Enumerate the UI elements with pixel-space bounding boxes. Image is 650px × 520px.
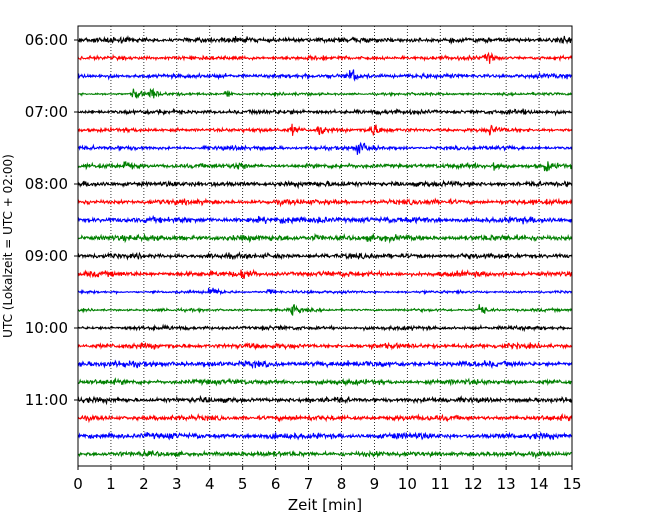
seismogram-trace [77, 268, 573, 279]
seismogram-trace [77, 179, 573, 190]
y-tick-label: 10:00 [25, 319, 68, 337]
x-tick-label: 11 [431, 475, 450, 493]
seismogram-trace [77, 359, 573, 370]
y-tick-label: 11:00 [25, 391, 68, 409]
y-tick-label: 08:00 [25, 175, 68, 193]
seismogram-trace [77, 197, 573, 208]
x-tick-label: 15 [562, 475, 581, 493]
seismogram-trace [77, 304, 573, 316]
seismogram-trace [77, 431, 573, 441]
y-axis-label: UTC (Lokalzeit = UTC + 02:00) [1, 154, 15, 338]
seismogram-trace [77, 323, 573, 333]
x-axis-label: Zeit [min] [288, 496, 362, 514]
y-axis-ticks: 06:00 07:00 08:00 09:00 10:00 11:00 [25, 31, 78, 409]
plot-frame [77, 25, 573, 467]
seismogram-trace [77, 123, 573, 137]
x-tick-label: 12 [464, 475, 483, 493]
x-tick-label: 7 [304, 475, 314, 493]
seismogram-trace [77, 69, 573, 82]
x-tick-label: 14 [530, 475, 549, 493]
x-tick-label: 9 [370, 475, 380, 493]
seismogram-trace [77, 448, 573, 460]
x-tick-label: 5 [238, 475, 248, 493]
y-tick-label: 09:00 [25, 247, 68, 265]
x-tick-label: 10 [398, 475, 417, 493]
seismogram-trace [77, 51, 573, 64]
x-axis-ticks: 0 1 2 3 4 5 6 7 8 9 10 11 12 13 14 15 [73, 466, 582, 493]
x-tick-label: 0 [73, 475, 83, 493]
seismogram-trace [77, 160, 573, 173]
seismogram-trace [77, 394, 573, 406]
x-tick-label: 2 [139, 475, 149, 493]
seismogram-trace [77, 141, 573, 155]
seismogram-trace [77, 413, 573, 424]
seismogram-trace [77, 35, 573, 45]
x-tick-label: 6 [271, 475, 281, 493]
x-tick-label: 3 [172, 475, 182, 493]
x-tick-label: 8 [337, 475, 347, 493]
trace-layer [77, 35, 573, 460]
seismogram-trace [77, 287, 573, 296]
x-tick-label: 4 [205, 475, 215, 493]
seismogram-trace [77, 107, 573, 117]
seismogram-trace [77, 377, 573, 387]
seismogram-trace [77, 232, 573, 244]
x-tick-label: 1 [106, 475, 116, 493]
seismogram-trace [77, 214, 573, 225]
y-tick-label: 07:00 [25, 103, 68, 121]
x-tick-label: 13 [497, 475, 516, 493]
grid-layer [110, 26, 540, 466]
seismogram-trace [77, 87, 573, 99]
seismogram-trace [77, 251, 573, 261]
seismogram-trace [77, 341, 573, 351]
y-tick-label: 06:00 [25, 31, 68, 49]
